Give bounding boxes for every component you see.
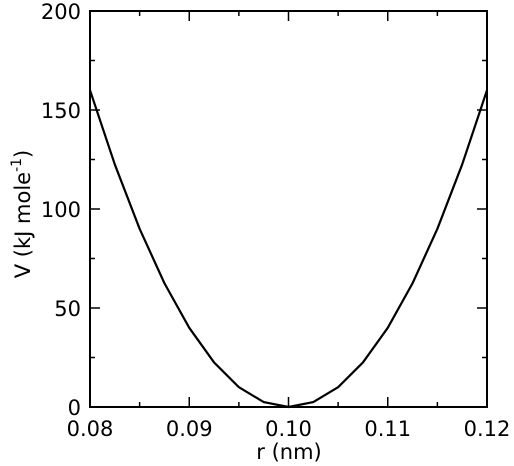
x-tick-label: 0.10 [265,417,312,441]
plot-frame [89,10,488,408]
y-tick-label: 50 [54,297,81,321]
x-axis-title: r (nm) [256,440,321,464]
y-tick-label: 150 [41,99,81,123]
y-axis-title-suffix: ) [11,150,35,158]
x-tick-label: 0.12 [464,417,511,441]
y-axis-title: V (kJ mole-1) [9,150,35,279]
x-tick-label: 0.09 [166,417,213,441]
x-tick-label: 0.11 [364,417,411,441]
y-tick-label: 0 [68,396,81,420]
line-series [88,89,489,409]
y-axis-title-sup: -1 [9,158,25,172]
y-axis-title-text: V (kJ mole [11,172,35,278]
x-tick-label: 0.08 [67,417,114,441]
y-tick-label: 100 [41,198,81,222]
y-tick-label: 200 [41,0,81,24]
